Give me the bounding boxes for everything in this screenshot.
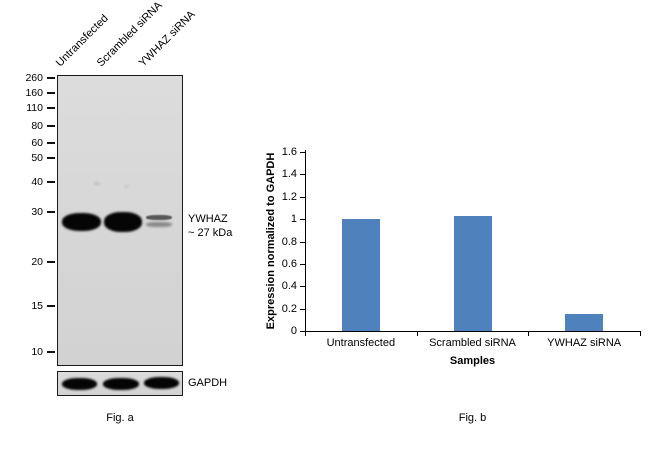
y-axis-tick-label: 1: [290, 213, 297, 226]
y-axis-tick: [300, 241, 305, 243]
y-axis-tick-label: 0.8: [281, 235, 297, 248]
mw-marker-label: 40: [31, 176, 43, 188]
y-axis-tick: [300, 263, 305, 265]
blot-artifact: [124, 185, 129, 188]
y-axis-tick-label: 0.6: [281, 257, 297, 270]
y-axis-tick-label: 0.4: [281, 280, 297, 293]
mw-marker-tick: [47, 77, 55, 79]
mw-marker-tick: [47, 305, 55, 307]
x-axis-tick: [416, 332, 418, 336]
bar-ywhaz-sirna: [565, 314, 604, 331]
target-band-label: YWHAZ ~ 27 kDa: [188, 212, 232, 240]
x-axis-title: Samples: [449, 355, 496, 367]
mw-marker-label: 50: [31, 152, 43, 164]
y-axis-tick: [300, 286, 305, 288]
western-blot-image: [57, 75, 183, 366]
y-axis-tick-label: 1.6: [281, 146, 297, 158]
x-axis-tick: [640, 332, 641, 336]
target-band-name: YWHAZ: [188, 213, 228, 225]
y-axis-tick: [300, 308, 305, 310]
target-band-lane-1: [62, 213, 101, 231]
mw-marker-label: 10: [31, 346, 43, 358]
mw-marker-tick: [47, 142, 55, 144]
target-band-lane-3: [146, 215, 172, 220]
mw-marker-label: 80: [31, 120, 43, 132]
mw-marker-label: 20: [31, 256, 43, 268]
y-axis-tick: [300, 219, 305, 221]
blot-artifact: [94, 182, 100, 185]
y-axis-tick-label: 0.2: [281, 302, 297, 315]
panel-a-caption: Fig. a: [106, 412, 134, 424]
mw-marker-tick: [47, 261, 55, 263]
y-axis-tick: [300, 196, 305, 198]
gapdh-band-lane-3: [144, 377, 179, 389]
target-band-lane-2: [104, 212, 142, 232]
mw-marker-tick: [47, 351, 55, 353]
mw-marker-label: 60: [31, 137, 43, 149]
x-axis-tick: [305, 332, 306, 336]
y-axis-tick: [300, 174, 305, 176]
mw-marker-tick: [47, 181, 55, 183]
bar-untransfected: [341, 219, 380, 331]
mw-marker-label: 15: [31, 300, 43, 312]
target-bands: [58, 76, 182, 365]
mw-marker-label: 260: [25, 72, 43, 84]
x-axis-category-label: YWHAZ siRNA: [547, 337, 622, 349]
bar-scrambled-sirna: [453, 215, 492, 331]
x-axis-category-label: Untransfected: [326, 337, 396, 349]
mw-marker-label: 30: [31, 206, 43, 218]
target-band-size: ~ 27 kDa: [188, 227, 233, 239]
gapdh-band-lane-1: [62, 378, 97, 390]
gapdh-bands: [58, 372, 182, 395]
y-axis-line: [305, 150, 306, 332]
x-axis-tick: [528, 332, 530, 336]
mw-marker-tick: [47, 107, 55, 109]
y-axis-tick: [300, 152, 305, 153]
panel-b-caption: Fig. b: [458, 412, 487, 424]
mw-marker-tick: [47, 92, 55, 94]
x-axis-line: [305, 331, 641, 332]
mw-marker-label: 160: [25, 87, 43, 99]
gapdh-band-lane-2: [103, 378, 139, 390]
mw-marker-tick: [47, 125, 55, 127]
gapdh-blot-image: [57, 371, 183, 396]
y-axis-tick-label: 1.4: [281, 168, 297, 181]
mw-marker-label: 110: [26, 102, 43, 114]
mw-marker-tick: [47, 157, 55, 159]
y-axis-tick: [300, 331, 305, 332]
y-axis-tick-label: 0: [290, 325, 297, 337]
gapdh-label: GAPDH: [188, 377, 228, 389]
mw-marker-tick: [47, 211, 55, 213]
x-axis-category-label: Scrambled siRNA: [429, 337, 516, 349]
y-axis-title: Expression normalized to GAPDH: [265, 152, 277, 330]
y-axis-tick-label: 1.2: [281, 190, 297, 203]
